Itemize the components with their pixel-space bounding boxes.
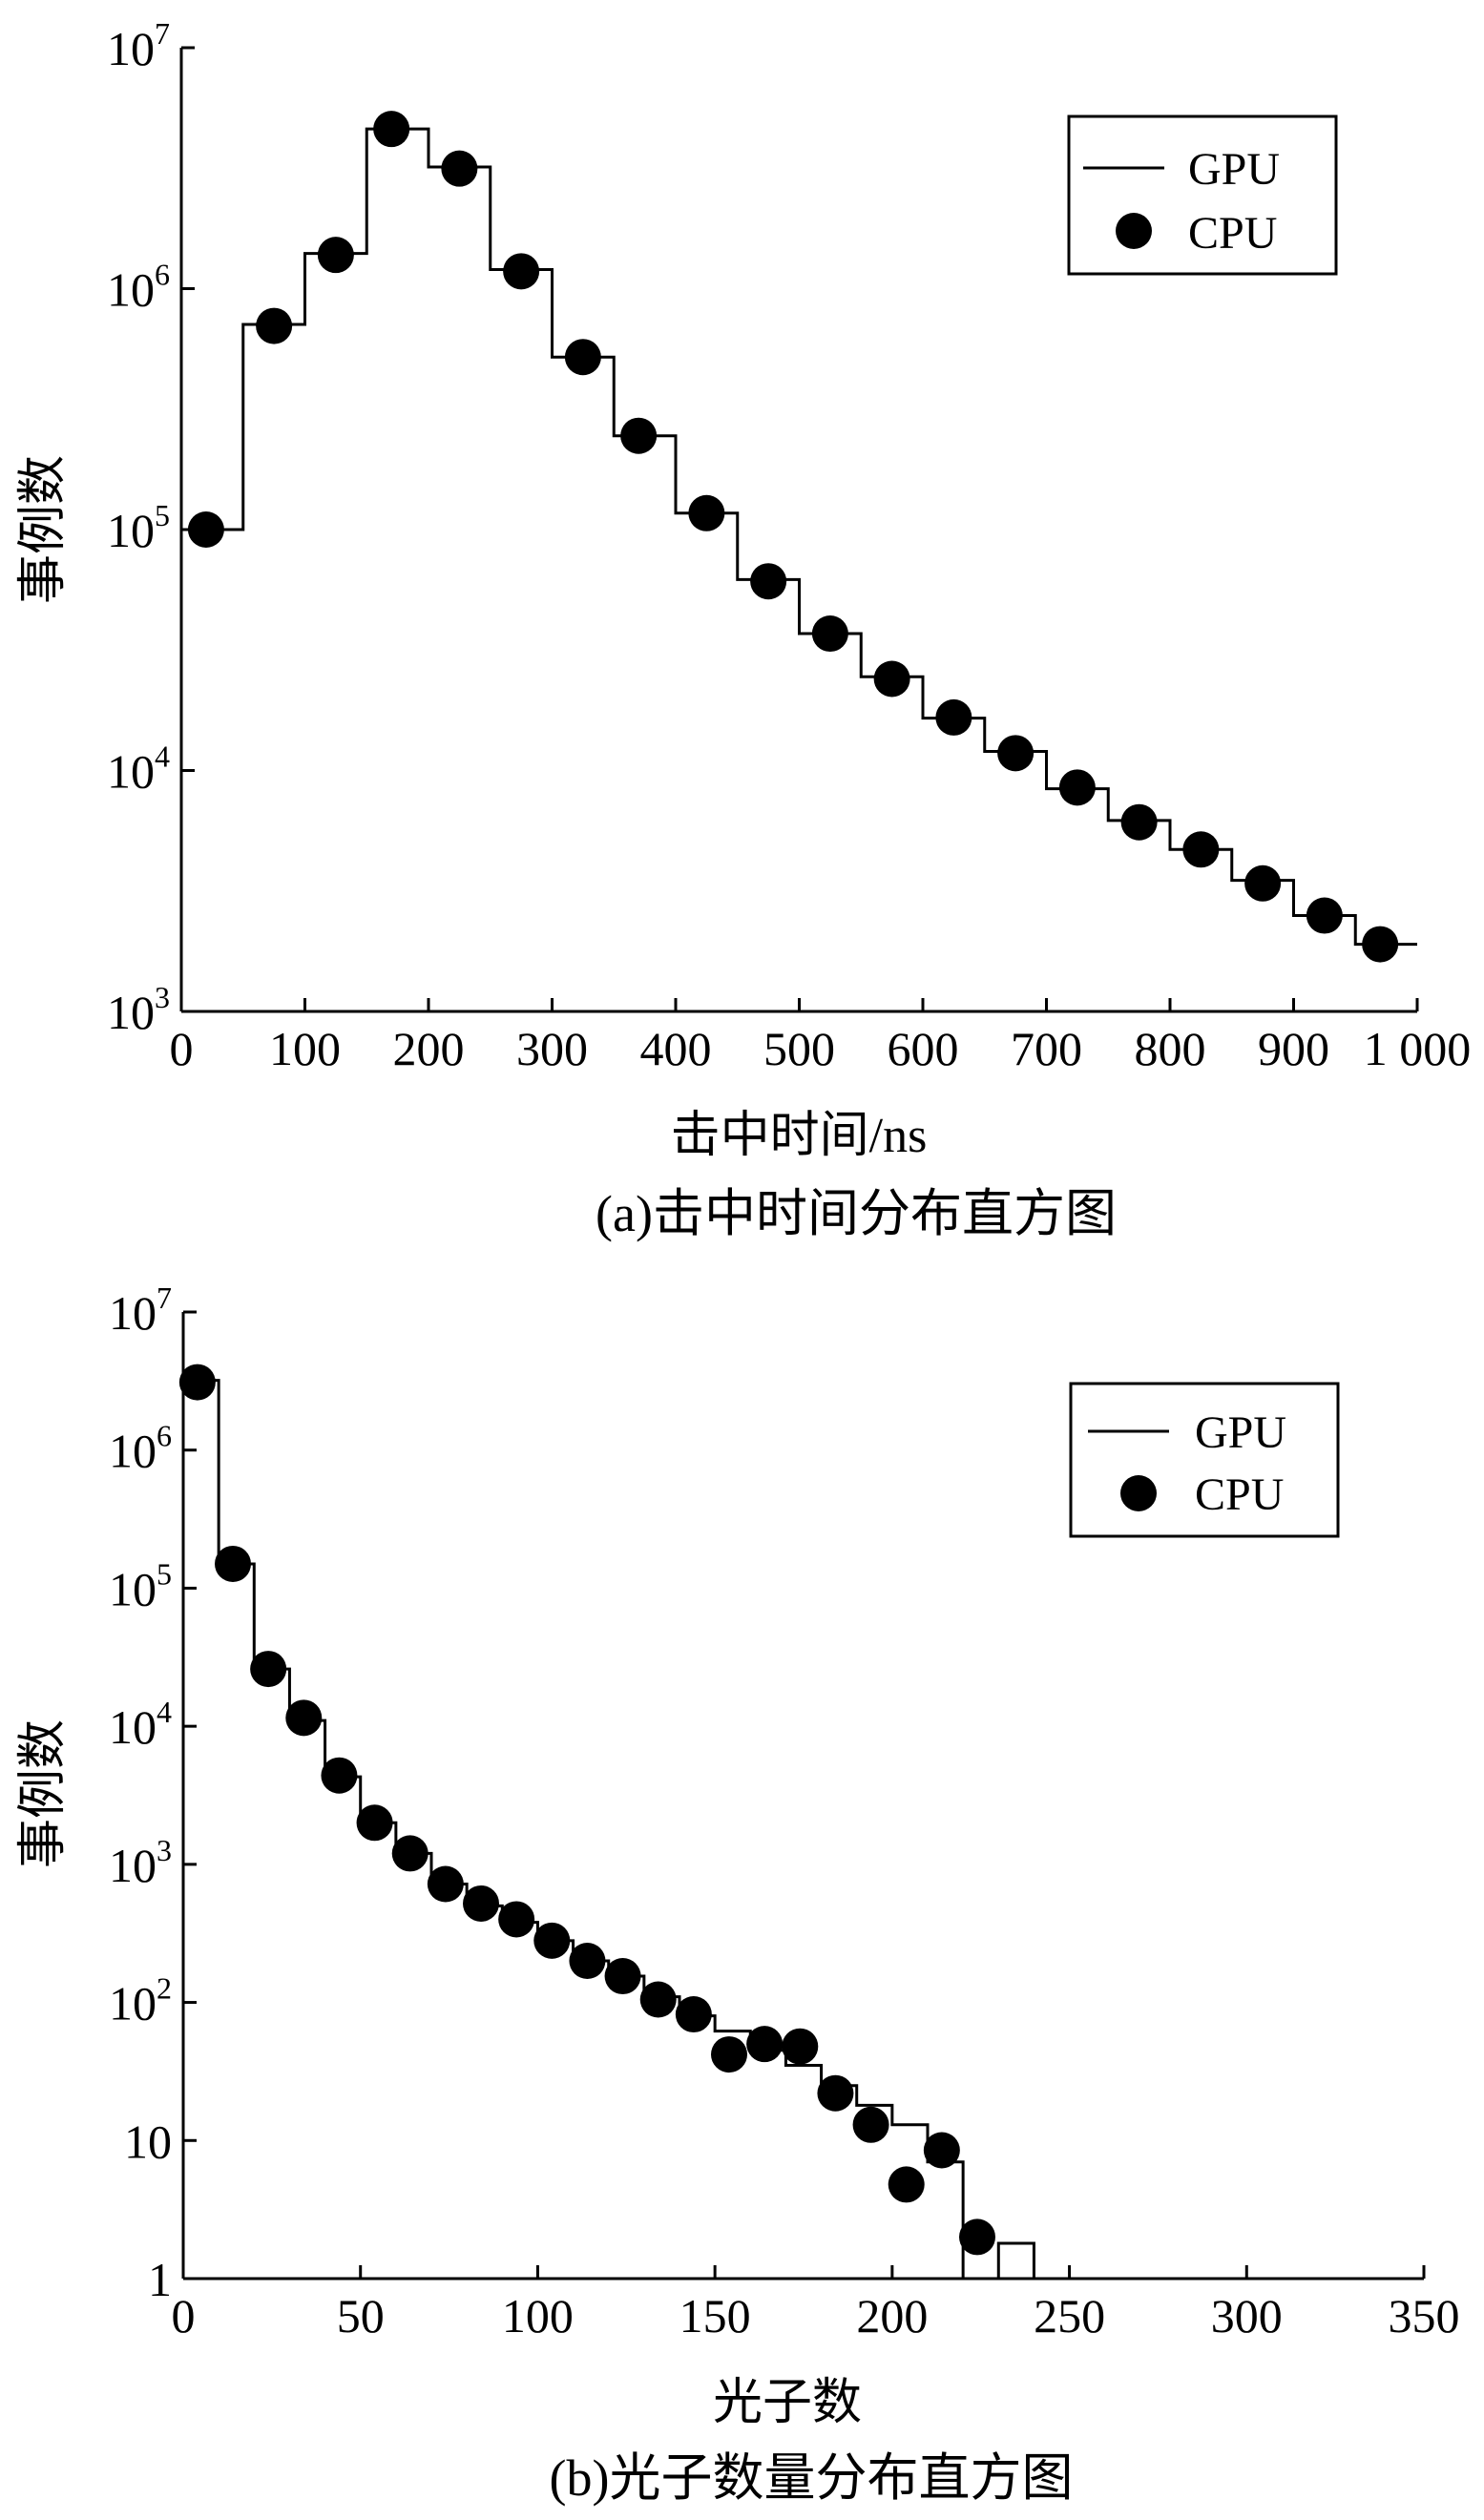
cpu-data-point	[250, 1651, 287, 1688]
y-axis-title: 事例数	[16, 1719, 71, 1868]
cpu-data-point	[1182, 831, 1220, 868]
legend: GPU CPU	[1067, 115, 1338, 276]
x-tick-label: 300	[516, 1022, 588, 1075]
cpu-data-point	[1244, 864, 1282, 902]
x-tick-label: 250	[1034, 2289, 1105, 2343]
caption: (b)光子数量分布直方图	[550, 2449, 1074, 2507]
cpu-data-point	[997, 735, 1035, 772]
x-tick-label: 0	[172, 2289, 196, 2343]
cpu-data-point	[187, 511, 224, 548]
cpu-data-point	[873, 660, 910, 698]
x-tick-label: 0	[170, 1022, 194, 1075]
y-tick-label: 103	[107, 980, 170, 1039]
x-tick-label: 100	[269, 1022, 341, 1075]
cpu-data-point	[503, 253, 540, 290]
cpu-data-point	[564, 339, 601, 376]
x-tick-label: 1 000	[1364, 1022, 1472, 1075]
y-tick-label: 1	[148, 2253, 172, 2306]
cpu-data-point	[215, 1545, 251, 1582]
y-tick-label: 106	[107, 258, 170, 317]
y-tick-label: 104	[109, 1695, 172, 1754]
cpu-data-point	[391, 1835, 428, 1872]
y-tick-label: 10	[124, 2114, 172, 2168]
cpu-data-point	[620, 417, 658, 454]
cpu-data-point	[1362, 926, 1399, 963]
cpu-data-point	[923, 2132, 960, 2169]
cpu-data-point	[604, 1958, 641, 1995]
y-tick-label: 107	[109, 1281, 172, 1340]
cpu-data-point	[1120, 803, 1158, 841]
cpu-data-point	[463, 1885, 499, 1922]
hit-time-histogram: 0 100 200 300 400 500 600 700 800 900 1 000 103 104…	[16, 16, 1471, 1242]
cpu-data-point	[675, 1996, 712, 2033]
y-tick-label: 105	[107, 498, 170, 557]
x-tick-label: 500	[763, 1022, 835, 1075]
x-tick-label: 50	[337, 2289, 385, 2343]
legend-cpu-label: CPU	[1188, 208, 1277, 259]
x-tick-label: 100	[502, 2289, 574, 2343]
cpu-data-point	[935, 698, 972, 736]
legend: GPU CPU	[1069, 1382, 1340, 1538]
legend-gpu-label: GPU	[1188, 144, 1280, 195]
photon-count-histogram: 0 50 100 150 200 250 300 350 1 10 102 103 104 105 106…	[16, 1281, 1460, 2507]
cpu-data-point	[178, 1364, 216, 1401]
legend-box	[1069, 1382, 1340, 1538]
cpu-data-point	[427, 1865, 464, 1903]
caption: (a)击中时间分布直方图	[596, 1185, 1117, 1242]
cpu-data-point	[750, 563, 787, 600]
cpu-data-point	[498, 1901, 535, 1938]
cpu-data-point	[533, 1922, 571, 1959]
y-tick-label: 102	[109, 1971, 172, 2031]
x-tick-label: 350	[1389, 2289, 1460, 2343]
x-tick-label: 700	[1011, 1022, 1082, 1075]
y-tick-label: 105	[109, 1556, 172, 1615]
cpu-data-point	[1058, 769, 1096, 806]
y-tick-label: 104	[107, 739, 170, 799]
cpu-data-point	[959, 2218, 995, 2256]
cpu-data-point	[441, 150, 478, 187]
cpu-data-point	[711, 2036, 747, 2073]
cpu-data-point	[888, 2166, 925, 2203]
cpu-data-point	[1306, 897, 1343, 934]
cpu-data-point	[569, 1943, 606, 1980]
x-tick-label: 200	[856, 2289, 928, 2343]
cpu-data-point	[817, 2074, 854, 2112]
y-tick-label: 107	[107, 16, 170, 75]
cpu-data-point	[321, 1757, 358, 1794]
cpu-data-point	[688, 494, 725, 531]
cpu-data-point	[811, 615, 848, 653]
cpu-data-point	[639, 1981, 677, 2018]
x-tick-label: 900	[1258, 1022, 1329, 1075]
x-tick-label: 600	[888, 1022, 959, 1075]
x-tick-label: 400	[640, 1022, 712, 1075]
legend-cpu-marker	[1120, 1475, 1157, 1511]
cpu-data-point	[285, 1699, 323, 1737]
cpu-data-point	[782, 2028, 819, 2065]
x-tick-label: 200	[393, 1022, 465, 1075]
x-axis-title: 击中时间/ns	[671, 1109, 928, 1163]
cpu-data-point	[746, 2026, 784, 2063]
y-axis-title: 事例数	[16, 455, 71, 604]
x-tick-label: 300	[1211, 2289, 1283, 2343]
cpu-data-point	[256, 307, 293, 344]
x-axis-title: 光子数	[713, 2376, 862, 2430]
legend-gpu-label: GPU	[1195, 1407, 1286, 1458]
cpu-data-point	[317, 237, 354, 274]
x-tick-label: 150	[679, 2289, 751, 2343]
legend-cpu-marker	[1116, 213, 1152, 249]
legend-cpu-label: CPU	[1195, 1469, 1284, 1520]
x-tick-label: 800	[1135, 1022, 1206, 1075]
y-tick-label: 103	[109, 1833, 172, 1892]
gpu-step-line	[183, 1379, 1035, 2280]
cpu-data-point	[373, 111, 410, 148]
cpu-data-point	[356, 1804, 393, 1842]
y-tick-label: 106	[109, 1419, 172, 1478]
cpu-data-point	[852, 2106, 889, 2143]
legend-box	[1067, 115, 1338, 276]
